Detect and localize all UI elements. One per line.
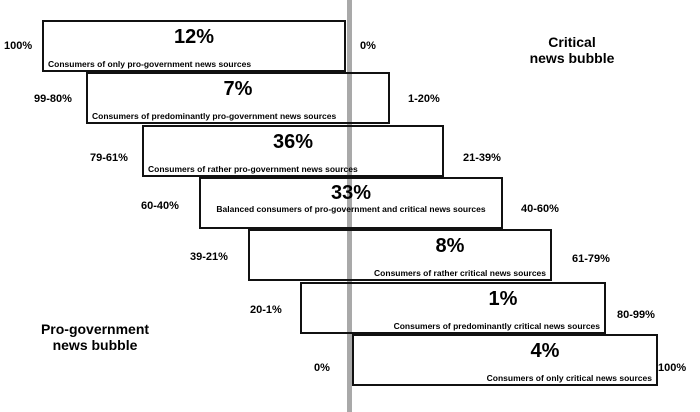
tier-left-range: 79-61% [90,152,128,164]
tier-label: Consumers of only pro-government news so… [48,59,252,69]
critical-bubble-title-line1: Critical [548,34,596,50]
tier-percent: 36% [272,131,314,153]
tier-left-range: 0% [314,362,330,374]
tier-box-rather-critical: 8% Consumers of rather critical news sou… [248,229,552,281]
tier-percent: 33% [330,182,372,204]
tier-left-range: 60-40% [141,200,179,212]
tier-right-range: 80-99% [617,309,655,321]
tier-right-range: 21-39% [463,152,501,164]
tier-box-predominantly-critical: 1% Consumers of predominantly critical n… [300,282,606,334]
tier-label: Consumers of only critical news sources [486,373,652,383]
tier-left-range: 20-1% [250,304,282,316]
tier-box-only-pro-government: 12% Consumers of only pro-government new… [42,20,346,72]
center-divider-line [347,0,352,412]
tier-percent: 4% [530,340,560,362]
tier-left-range: 99-80% [34,93,72,105]
tier-box-only-critical: 4% Consumers of only critical news sourc… [352,334,658,386]
tier-percent: 8% [435,235,465,257]
tier-box-balanced: 33% Balanced consumers of pro-government… [199,177,503,229]
tier-box-predominantly-pro-government: 7% Consumers of predominantly pro-govern… [86,72,390,124]
critical-bubble-title: Critical news bubble [512,34,632,66]
tier-right-range: 61-79% [572,253,610,265]
pro-government-bubble-title: Pro-government news bubble [28,321,162,353]
pro-government-bubble-title-line2: news bubble [52,337,138,353]
tier-label: Balanced consumers of pro-government and… [216,204,486,214]
tier-right-range: 40-60% [521,203,559,215]
tier-right-range: 100% [658,362,687,374]
pro-government-bubble-title-line1: Pro-government [40,321,150,337]
tier-right-range: 0% [360,40,376,52]
tier-percent: 7% [223,78,253,100]
tier-left-range: 100% [4,40,33,52]
tier-left-range: 39-21% [190,251,228,263]
tier-label: Consumers of predominantly pro-governmen… [92,111,337,121]
tier-percent: 1% [488,288,518,310]
critical-bubble-title-line2: news bubble [529,50,615,66]
tier-percent: 12% [173,26,215,48]
tier-right-range: 1-20% [408,93,440,105]
tier-box-rather-pro-government: 36% Consumers of rather pro-government n… [142,125,444,177]
tier-label: Consumers of predominantly critical news… [393,321,600,331]
tier-label: Consumers of rather critical news source… [374,268,546,278]
tier-label: Consumers of rather pro-government news … [148,164,358,174]
